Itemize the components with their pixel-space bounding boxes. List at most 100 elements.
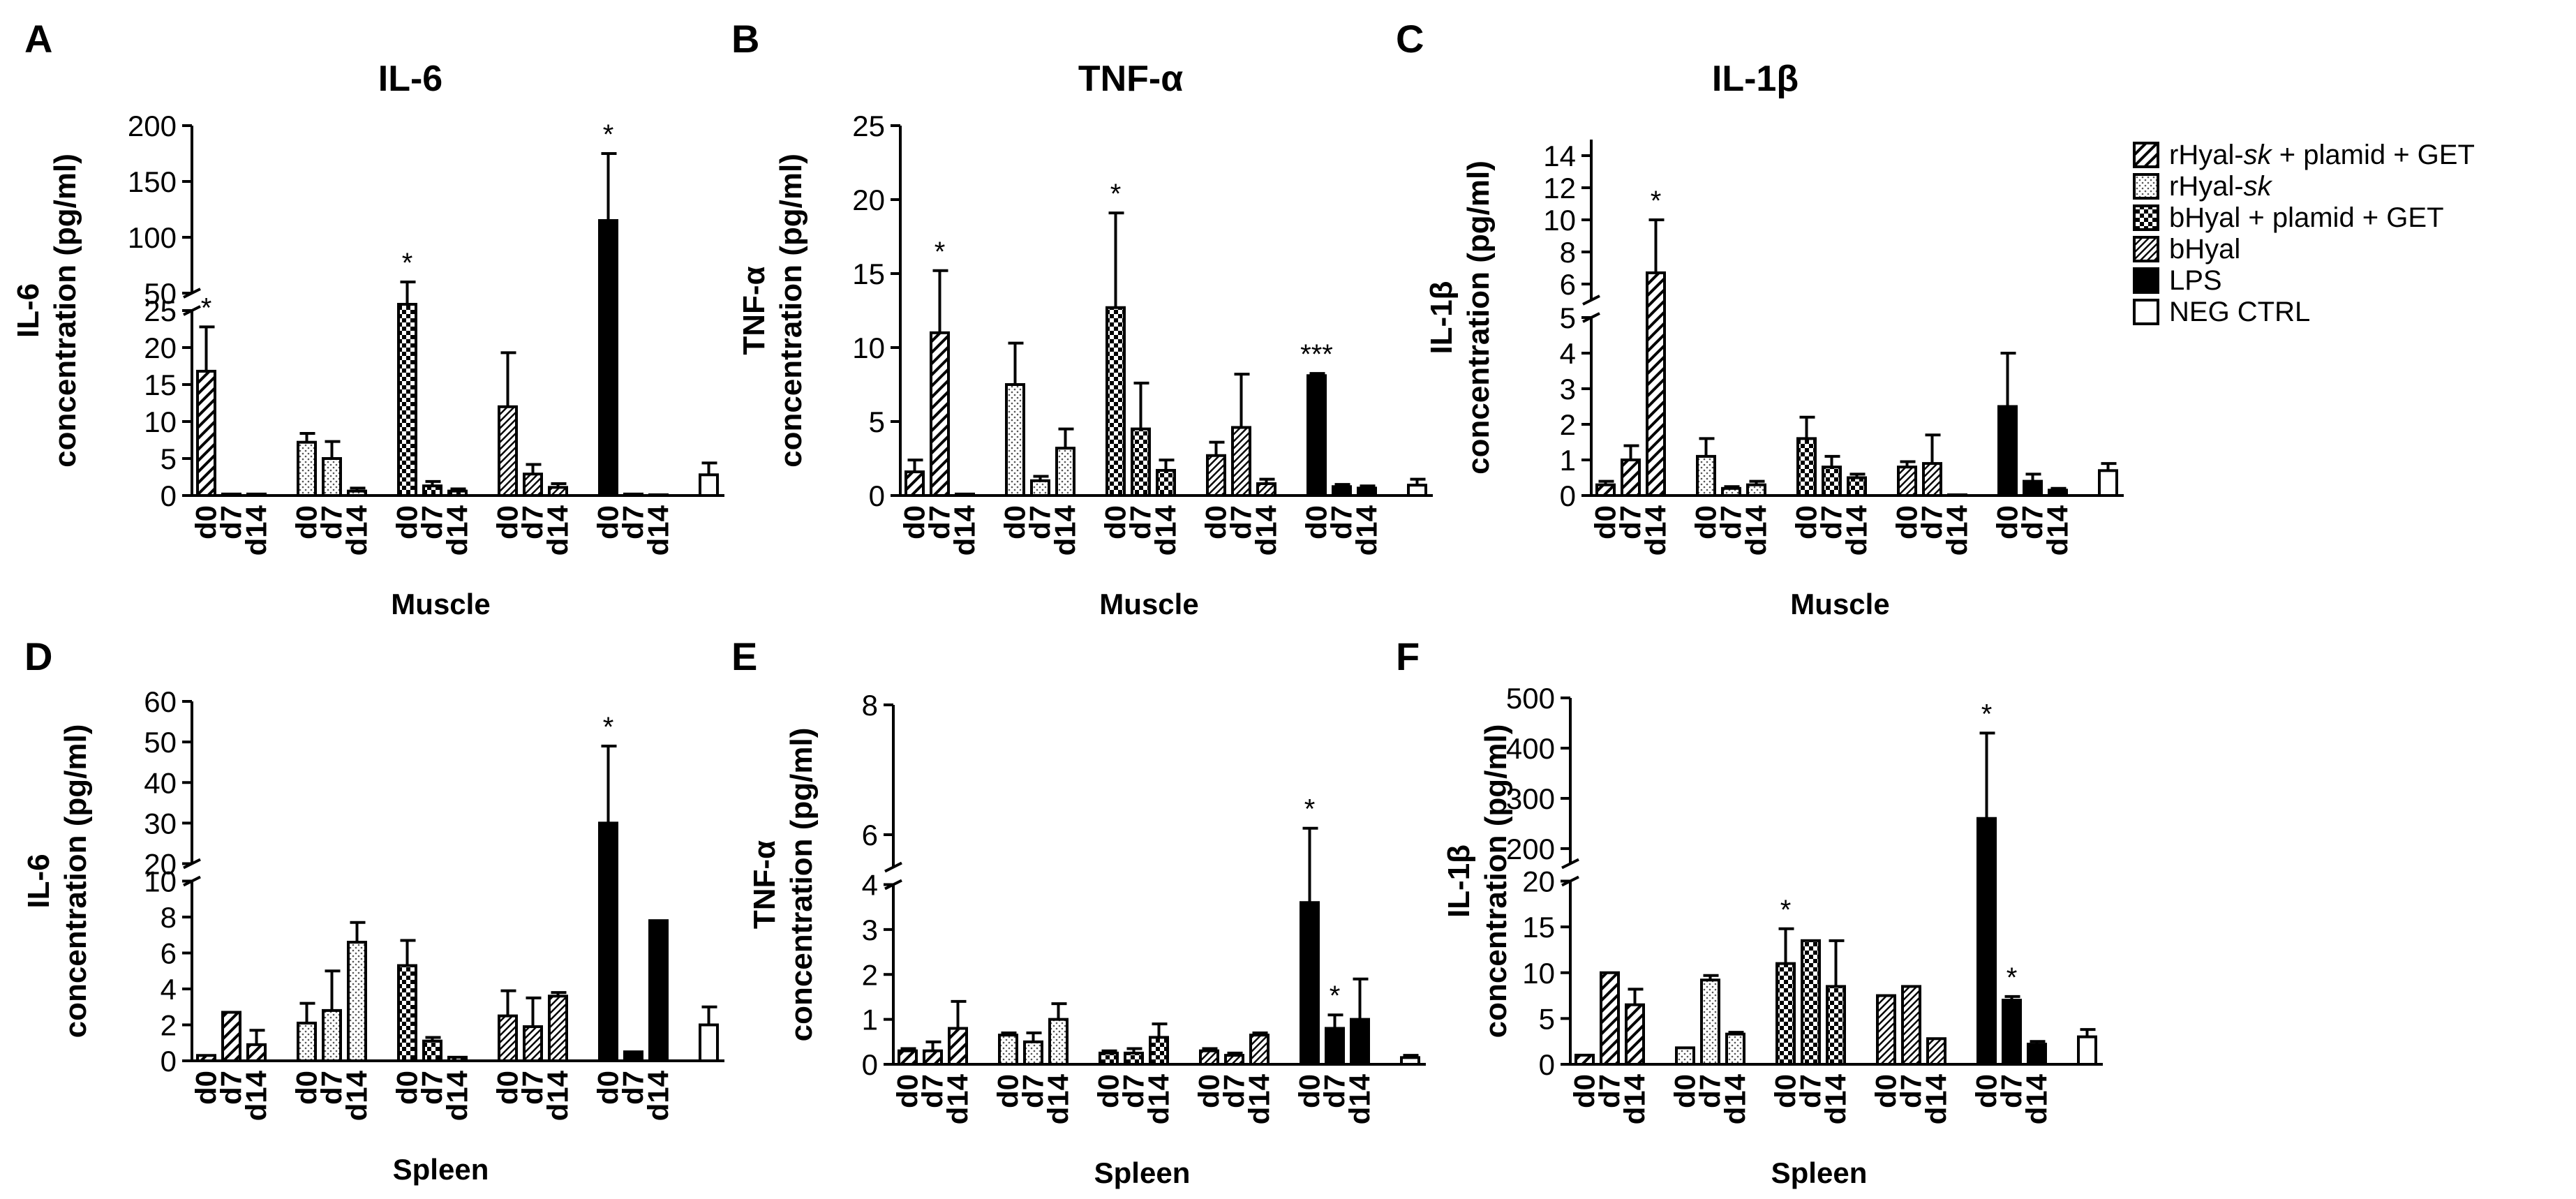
x-tick-label: d0 <box>391 505 424 539</box>
bar-0-1 <box>930 331 950 497</box>
significance-marker: * <box>1981 699 1993 729</box>
legend-label: rHyal-sk + plamid + GET <box>2169 140 2475 170</box>
bar-2-0 <box>1099 1051 1119 1066</box>
y-tick-label: 15 <box>144 368 177 401</box>
legend-label: rHyal-sk <box>2169 171 2273 202</box>
y-tick-label: 6 <box>161 937 177 970</box>
bar-3-1 <box>523 1025 543 1062</box>
x-tick-label: d0 <box>491 1071 524 1105</box>
y-tick-label: 4 <box>1560 337 1576 370</box>
legend-swatch <box>2133 142 2159 168</box>
x-tick-label: d7 <box>416 505 449 539</box>
x-tick-label: d7 <box>1225 505 1258 539</box>
y-tick-label: 6 <box>1560 268 1576 301</box>
y-tick-label: 8 <box>862 689 878 722</box>
chart-title: IL-6 <box>378 59 442 99</box>
x-tick-label: d14 <box>441 1070 474 1121</box>
y-tick-label: 0 <box>161 1045 177 1078</box>
chart-title: IL-1β <box>1712 59 1799 99</box>
x-tick-label: d7 <box>916 1074 949 1108</box>
significance-marker: * <box>603 712 614 743</box>
x-tick-label: d7 <box>1024 505 1057 539</box>
x-tick-label: d0 <box>290 505 323 539</box>
significance-marker: * <box>1780 895 1792 925</box>
x-tick-label: d14 <box>1618 1073 1651 1124</box>
x-tick-label: d0 <box>1970 1074 2003 1108</box>
y-tick-label: 1 <box>1560 444 1576 477</box>
x-tick-label: d7 <box>1794 1074 1827 1108</box>
x-tick-label: d14 <box>1819 1073 1852 1124</box>
bar-4-0 <box>1976 817 1997 1066</box>
x-tick-label: d0 <box>1300 505 1333 539</box>
x-axis-title: Spleen <box>393 1153 489 1186</box>
x-tick-label: d7 <box>1694 1074 1727 1108</box>
significance-marker: * <box>402 248 413 278</box>
x-tick-label: d0 <box>190 1071 223 1105</box>
y-tick-label: 3 <box>862 914 878 946</box>
y-tick-label: 500 <box>1506 682 1555 715</box>
bar-0-0 <box>1595 483 1616 498</box>
x-tick-label: d14 <box>441 505 474 556</box>
x-tick-label: d0 <box>1589 505 1622 539</box>
x-tick-label: d7 <box>1614 505 1647 539</box>
y-tick-label: 8 <box>1560 236 1576 269</box>
bar-3-0 <box>1876 994 1896 1066</box>
x-tick-label: d14 <box>642 505 675 556</box>
significance-marker: * <box>1304 794 1316 825</box>
bar-2-1 <box>1801 939 1821 1066</box>
y-tick-label: 20 <box>1522 865 1555 898</box>
legend-label: bHyal + plamid + GET <box>2169 202 2444 233</box>
x-tick-label: d14 <box>1639 505 1672 556</box>
x-tick-label: d14 <box>941 1073 974 1124</box>
x-tick-label: d0 <box>1193 1074 1226 1108</box>
y-tick-label: 10 <box>1522 957 1555 990</box>
y-axis-label-units: concentration (pg/ml) <box>784 728 819 1042</box>
x-tick-label: d7 <box>1218 1074 1251 1108</box>
y-tick-label: 20 <box>852 184 885 216</box>
x-tick-label: d7 <box>617 505 650 539</box>
x-tick-label: d0 <box>190 505 223 539</box>
x-tick-label: d7 <box>315 1071 348 1105</box>
legend-label: bHyal <box>2169 234 2240 265</box>
y-tick-label: 25 <box>852 110 885 142</box>
x-tick-label: d7 <box>2016 505 2049 539</box>
bar-5-0 <box>699 473 719 498</box>
bar-5-0 <box>1407 484 1427 497</box>
bar-0-0 <box>898 1049 918 1066</box>
bar-3-2 <box>1249 1034 1270 1066</box>
y-tick-label: 10 <box>852 332 885 364</box>
legend-swatch <box>2133 236 2159 262</box>
x-tick-label: d14 <box>341 505 373 556</box>
bar-1-0 <box>297 440 317 497</box>
bar-4-2 <box>2027 1043 2047 1066</box>
y-tick-label: 5 <box>1560 301 1576 334</box>
bar-0-1 <box>221 1011 241 1062</box>
x-tick-label: d14 <box>1250 505 1283 556</box>
x-tick-label: d7 <box>1995 1074 2028 1108</box>
y-tick-label: 4 <box>161 973 177 1006</box>
y-tick-label: 50 <box>144 726 177 759</box>
bar-4-0 <box>598 821 618 1062</box>
bar-5-0 <box>699 1023 719 1062</box>
y-tick-label: 60 <box>144 685 177 718</box>
x-tick-label: d0 <box>1690 505 1722 539</box>
y-tick-label: 0 <box>1560 479 1576 512</box>
bar-1-1 <box>1030 479 1050 497</box>
y-axis-label-analyte: TNF-α <box>737 266 771 355</box>
y-tick-label: 150 <box>128 165 177 198</box>
y-axis-label-units: concentration (pg/ml) <box>48 154 82 468</box>
x-tick-label: d7 <box>617 1071 650 1105</box>
y-tick-label: 5 <box>1539 1002 1555 1035</box>
x-axis-title: Spleen <box>1094 1156 1191 1189</box>
bar-2-1 <box>422 484 442 497</box>
x-tick-label: d7 <box>1895 1074 1928 1108</box>
significance-marker: * <box>201 292 212 323</box>
x-tick-label: d0 <box>992 1074 1025 1108</box>
y-tick-label: 15 <box>1522 911 1555 944</box>
x-tick-label: d7 <box>1916 505 1949 539</box>
legend-label: LPS <box>2169 265 2222 296</box>
legend-swatch <box>2133 173 2159 200</box>
x-tick-label: d0 <box>898 505 931 539</box>
